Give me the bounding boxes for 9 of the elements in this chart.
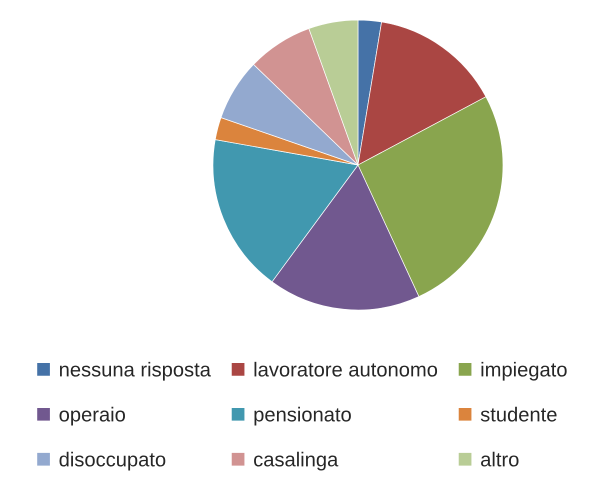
legend-label: pensionato <box>254 406 351 426</box>
legend-label: altro <box>481 452 519 467</box>
legend-label: casalinga <box>254 452 338 471</box>
legend-label: impiegato <box>482 362 567 381</box>
legend-label: disoccupato <box>60 452 166 471</box>
legend-label: operaio <box>60 406 125 426</box>
legend-label: studente <box>480 406 557 422</box>
legend-label: lavoratore autonomo <box>254 362 438 377</box>
legend-label: nessuna risposta <box>60 362 211 381</box>
